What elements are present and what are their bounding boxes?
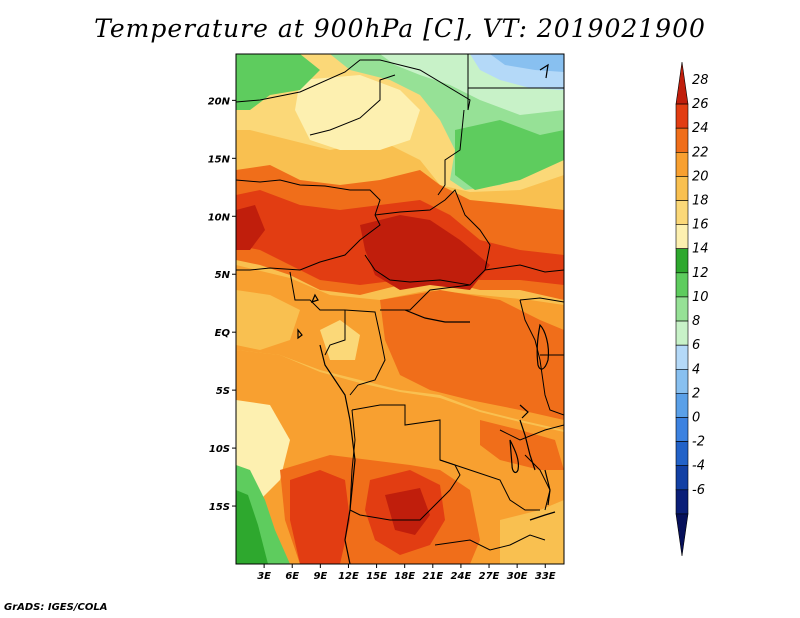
colorbar-label: 8 (692, 314, 700, 329)
colorbar-label: 10 (692, 290, 709, 305)
colorbar-segment (675, 272, 689, 298)
y-tick-label: 15N (208, 154, 231, 165)
colorbar-segment (675, 152, 689, 177)
x-tick-label: 30E (507, 571, 528, 582)
colorbar-segment (675, 513, 689, 557)
colorbar-label: 0 (692, 410, 700, 425)
y-tick-label: 15S (209, 502, 230, 513)
colorbar-segment (675, 320, 689, 346)
colorbar-segment (675, 393, 689, 418)
colorbar-segment (675, 176, 689, 201)
y-tick-label: 10S (209, 444, 230, 455)
y-tick-label: 5N (215, 270, 231, 281)
colorbar-label: 2 (692, 386, 700, 401)
longitude-ticks: 3E 6E 9E 12E 15E 18E 21E 24E 27E 30E 33E (257, 564, 556, 582)
colorbar-segment (675, 61, 689, 105)
colorbar-segment (675, 441, 689, 466)
colorbar-segment (675, 344, 689, 370)
colorbar-segment (675, 248, 689, 274)
colorbar-label: -4 (692, 459, 705, 474)
x-tick-label: 33E (535, 571, 556, 582)
colorbar-label: 16 (692, 218, 709, 233)
country-borders (236, 54, 564, 551)
colorbar-label: 26 (692, 97, 709, 112)
colorbar-label: 22 (692, 145, 709, 160)
colorbar-label: 18 (692, 194, 709, 209)
colorbar-label: 24 (692, 121, 709, 136)
colorbar-segment (675, 465, 689, 491)
colorbar-label: 12 (692, 266, 709, 281)
map-frame (235, 53, 565, 565)
colorbar-label: 4 (692, 362, 700, 377)
colorbar-segment (675, 417, 689, 442)
colorbar-label: 20 (692, 169, 709, 184)
x-tick-label: 9E (313, 571, 327, 582)
y-tick-label: 5S (216, 386, 230, 397)
x-tick-label: 27E (479, 571, 500, 582)
x-tick-label: 18E (394, 571, 415, 582)
grads-credit: GrADS: IGES/COLA (4, 602, 108, 613)
y-tick-label: 10N (208, 212, 231, 223)
y-tick-label: 20N (208, 96, 231, 107)
colorbar-label: 28 (692, 73, 709, 88)
colorbar-segment (675, 127, 689, 153)
x-tick-label: 12E (338, 571, 359, 582)
colorbar-segment (675, 224, 689, 250)
y-tick-label: EQ (215, 328, 231, 339)
temperature-field (236, 54, 564, 564)
colorbar-label: -2 (692, 435, 705, 450)
x-tick-label: 21E (422, 571, 443, 582)
colorbar-segment (675, 368, 689, 394)
x-tick-label: 15E (366, 571, 387, 582)
latitude-ticks: 20N 15N 10N 5N EQ 5S 10S 15S (208, 96, 236, 513)
colorbar-segment (675, 200, 689, 225)
colorbar-segment (675, 103, 689, 129)
colorbar-label: -6 (692, 483, 705, 498)
colorbar-label: 14 (692, 242, 709, 257)
colorbar-label: 6 (692, 338, 700, 353)
x-tick-label: 6E (285, 571, 299, 582)
map-title: Temperature at 900hPa [C], VT: 201902190… (94, 14, 706, 43)
coastlines-and-lakes (297, 63, 556, 564)
colorbar-segment (675, 489, 689, 515)
colorbar-segment (675, 296, 689, 322)
x-tick-label: 3E (257, 571, 271, 582)
x-tick-label: 24E (451, 571, 472, 582)
